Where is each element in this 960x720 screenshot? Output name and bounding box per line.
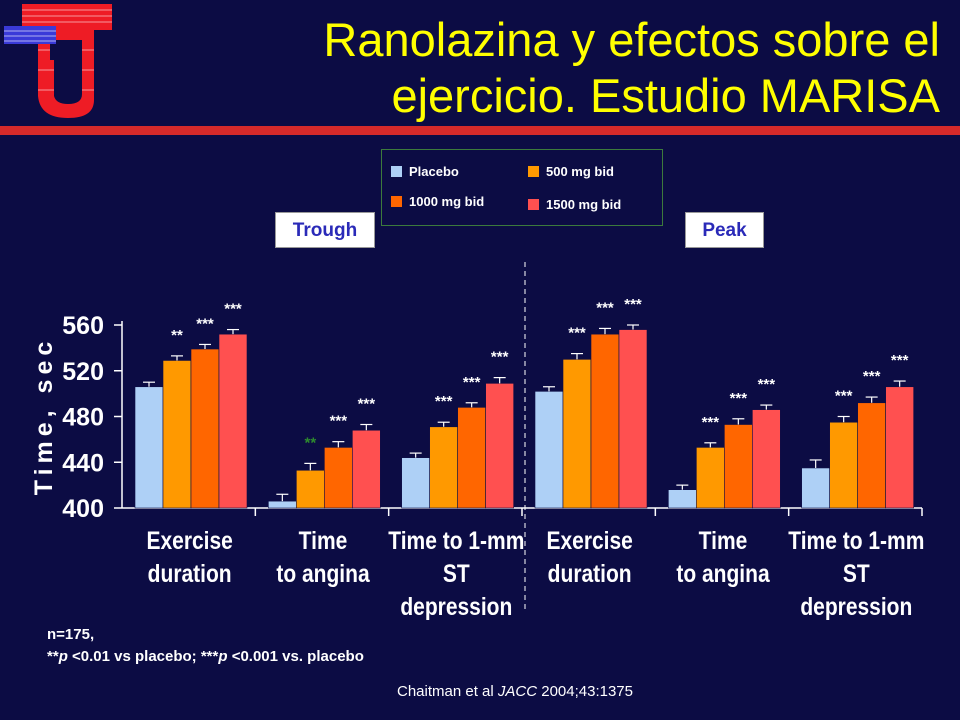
significance-g2-s1: *** bbox=[435, 393, 453, 410]
x-label-g1-line0: Time bbox=[299, 526, 348, 554]
bar-g3-s1 bbox=[562, 359, 592, 509]
x-label-g5-line1: ST bbox=[843, 559, 870, 587]
significance-g5-s2: *** bbox=[863, 368, 881, 385]
bar-g4-s2 bbox=[724, 424, 753, 509]
panel-label-peak: Peak bbox=[685, 212, 764, 248]
logo-blue-cross bbox=[4, 26, 56, 44]
footnote-part-4: p bbox=[218, 648, 228, 665]
footnote-sample-size: n=175, bbox=[47, 626, 95, 643]
bar-g0-s1 bbox=[162, 360, 192, 509]
x-label-g5-line0: Time to 1-mm bbox=[788, 526, 924, 554]
legend-item-1000mg: 1000 mg bid bbox=[391, 194, 484, 209]
legend-swatch-1000mg bbox=[391, 196, 402, 207]
y-axis-title: Time, sec bbox=[30, 337, 58, 496]
footnote-significance: **p <0.01 vs placebo; ***p <0.001 vs. pl… bbox=[47, 646, 364, 668]
bar-g3-s0 bbox=[534, 391, 564, 509]
bar-g1-s0 bbox=[268, 500, 297, 509]
bar-g5-s0 bbox=[801, 467, 830, 509]
significance-g1-s3: *** bbox=[358, 396, 376, 413]
bar-g2-s1 bbox=[429, 426, 458, 509]
x-label-g2-line0: Time to 1-mm bbox=[388, 526, 524, 554]
significance-g2-s2: *** bbox=[463, 374, 481, 391]
y-tick-label-520: 520 bbox=[62, 358, 104, 386]
x-label-g0-line1: duration bbox=[148, 559, 232, 587]
citation: Chaitman et al JACC 2004;43:1375 bbox=[0, 683, 960, 700]
bar-g5-s1 bbox=[829, 421, 858, 509]
y-tick-label-400: 400 bbox=[62, 495, 104, 523]
significance-g0-s3: *** bbox=[224, 301, 242, 318]
bar-g1-s2 bbox=[324, 447, 353, 509]
legend-item-placebo: Placebo bbox=[391, 164, 459, 179]
legend-swatch-500mg bbox=[528, 166, 539, 177]
chart-legend: Placebo 500 mg bid 1000 mg bid 1500 mg b… bbox=[381, 149, 663, 226]
bar-g0-s2 bbox=[190, 348, 220, 509]
footnote-part-5: <0.001 vs. placebo bbox=[227, 648, 364, 665]
x-label-g4-line1: to angina bbox=[676, 559, 769, 587]
significance-g2-s3: *** bbox=[491, 349, 509, 366]
y-tick-label-560: 560 bbox=[62, 312, 104, 340]
legend-swatch-placebo bbox=[391, 166, 402, 177]
significance-g3-s3: *** bbox=[624, 296, 642, 313]
bar-g5-s2 bbox=[857, 402, 886, 509]
legend-swatch-1500mg bbox=[528, 199, 539, 210]
x-label-g2-line1: ST bbox=[443, 559, 470, 587]
legend-label-1000mg: 1000 mg bid bbox=[409, 194, 485, 209]
slide-title: Ranolazina y efectos sobre el ejercicio.… bbox=[150, 12, 940, 124]
bar-g0-s0 bbox=[134, 386, 164, 509]
footnote-part-2: p bbox=[58, 648, 68, 665]
bar-g2-s0 bbox=[401, 457, 430, 509]
title-line-2: ejercicio. Estudio MARISA bbox=[391, 69, 940, 122]
legend-item-500mg: 500 mg bid bbox=[528, 164, 614, 179]
bar-g2-s3 bbox=[485, 383, 514, 509]
x-label-g0-line0: Exercise bbox=[146, 526, 233, 554]
significance-g1-s1: ** bbox=[304, 434, 316, 451]
y-tick-label-480: 480 bbox=[62, 404, 104, 432]
x-label-g3-line1: duration bbox=[548, 559, 632, 587]
y-tick-label-440: 440 bbox=[62, 449, 104, 477]
x-label-g1-line1: to angina bbox=[276, 559, 369, 587]
significance-g0-s1: ** bbox=[171, 327, 183, 344]
bar-g4-s1 bbox=[696, 447, 725, 509]
x-label-g3-line0: Exercise bbox=[546, 526, 633, 554]
footnote-part-3: <0.01 vs placebo; *** bbox=[67, 648, 219, 665]
bar-g5-s3 bbox=[885, 386, 914, 509]
x-label-g2-line2: depression bbox=[400, 592, 512, 620]
x-label-g5-line2: depression bbox=[800, 592, 912, 620]
legend-label-placebo: Placebo bbox=[409, 164, 459, 179]
bar-g0-s3 bbox=[218, 333, 248, 509]
bar-g3-s2 bbox=[590, 333, 620, 509]
significance-g4-s2: *** bbox=[730, 390, 748, 407]
significance-g0-s2: *** bbox=[196, 315, 214, 332]
title-line-1: Ranolazina y efectos sobre el bbox=[323, 13, 940, 66]
significance-g4-s3: *** bbox=[758, 376, 776, 393]
legend-item-1500mg: 1500 mg bid bbox=[528, 197, 621, 212]
significance-g3-s2: *** bbox=[596, 299, 614, 316]
bar-g1-s1 bbox=[296, 469, 325, 509]
legend-label-500mg: 500 mg bid bbox=[546, 164, 614, 179]
panel-label-trough: Trough bbox=[275, 212, 375, 248]
bar-g1-s3 bbox=[352, 429, 381, 509]
significance-g1-s2: *** bbox=[330, 413, 348, 430]
significance-g4-s1: *** bbox=[702, 414, 720, 431]
significance-g5-s3: *** bbox=[891, 352, 909, 369]
bar-g4-s0 bbox=[668, 489, 697, 509]
significance-g5-s1: *** bbox=[835, 388, 853, 405]
bar-g2-s2 bbox=[457, 407, 486, 509]
footnote: n=175, **p <0.01 vs placebo; ***p <0.001… bbox=[47, 624, 364, 668]
x-label-g4-line0: Time bbox=[699, 526, 748, 554]
title-divider bbox=[0, 126, 960, 135]
citation-ref: 2004;43:1375 bbox=[537, 683, 633, 700]
institution-logo bbox=[4, 4, 112, 118]
citation-authors: Chaitman et al bbox=[397, 683, 498, 700]
bar-g4-s3 bbox=[752, 409, 781, 509]
legend-label-1500mg: 1500 mg bid bbox=[546, 197, 622, 212]
significance-g3-s1: *** bbox=[568, 325, 586, 342]
bar-g3-s3 bbox=[618, 329, 648, 509]
footnote-part-1: ** bbox=[47, 648, 59, 665]
citation-journal: JACC bbox=[497, 683, 538, 700]
